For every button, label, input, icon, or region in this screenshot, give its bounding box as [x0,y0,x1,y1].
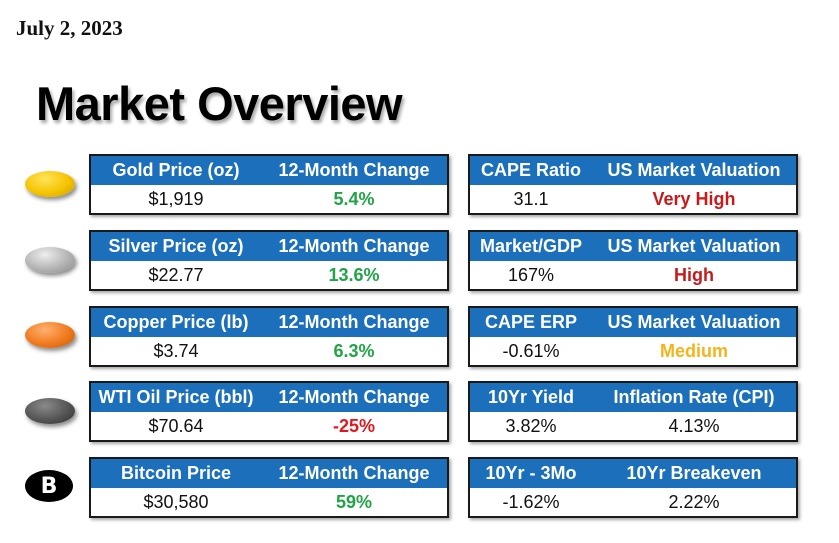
gold-change-value: 5.4% [333,188,375,209]
silver-coin-icon [25,247,75,273]
breakeven-label: 10Yr Breakeven [626,463,762,483]
market-gdp-label: Market/GDP [479,236,583,256]
valuation-label-1: US Market Valuation [607,160,781,180]
cape-erp-panel: CAPE ERP US Market Valuation -0.61% Medi… [468,306,798,367]
valuation-value-3: Medium [659,340,728,361]
silver-price-value: $22.77 [148,264,204,285]
gold-panel: Gold Price (oz) 12-Month Change $1,919 5… [89,154,449,215]
oil-price-value: $70.64 [148,415,204,436]
bitcoin-price-label: Bitcoin Price [120,463,232,483]
bitcoin-symbol: B [40,473,58,499]
yield-spread-label: 10Yr - 3Mo [485,463,577,483]
silver-price-label: Silver Price (oz) [108,236,244,256]
oil-coin-icon [25,398,75,424]
cape-erp-label: CAPE ERP [484,312,578,332]
silver-change-label: 12-Month Change [278,236,430,256]
copper-panel: Copper Price (lb) 12-Month Change $3.74 … [89,306,449,367]
yield-spread-value: -1.62% [502,491,560,512]
bitcoin-icon: B [25,470,73,502]
oil-price-label: WTI Oil Price (bbl) [98,387,254,407]
gold-price-label: Gold Price (oz) [112,160,240,180]
cape-ratio-panel: CAPE Ratio US Market Valuation 31.1 Very… [468,154,798,215]
bitcoin-change-value: 59% [335,491,373,512]
yield-inflation-panel: 10Yr Yield Inflation Rate (CPI) 3.82% 4.… [468,381,798,442]
valuation-value-1: Very High [652,188,736,209]
copper-change-label: 12-Month Change [278,312,430,332]
copper-price-value: $3.74 [153,340,199,361]
valuation-value-2: High [674,264,714,285]
bitcoin-change-label: 12-Month Change [278,463,430,483]
report-date: July 2, 2023 [16,16,123,40]
oil-panel: WTI Oil Price (bbl) 12-Month Change $70.… [89,381,449,442]
ten-year-yield-label: 10Yr Yield [487,387,575,407]
silver-panel: Silver Price (oz) 12-Month Change $22.77… [89,230,449,291]
ten-year-yield-value: 3.82% [505,415,557,436]
copper-price-label: Copper Price (lb) [103,312,249,332]
gold-coin-icon [25,171,75,197]
cape-ratio-value: 31.1 [513,188,549,209]
oil-change-label: 12-Month Change [278,387,430,407]
spread-breakeven-panel: 10Yr - 3Mo 10Yr Breakeven -1.62% 2.22% [468,457,798,518]
page-title: Market Overview [36,77,403,130]
gold-price-value: $1,919 [148,188,204,209]
cape-erp-value: -0.61% [502,340,560,361]
copper-change-value: 6.3% [333,340,375,361]
market-gdp-panel: Market/GDP US Market Valuation 167% High [468,230,798,291]
market-gdp-value: 167% [507,264,555,285]
valuation-label-2: US Market Valuation [607,236,781,256]
silver-change-value: 13.6% [328,264,380,285]
inflation-rate-label: Inflation Rate (CPI) [613,387,775,407]
gold-change-label: 12-Month Change [278,160,430,180]
bitcoin-price-value: $30,580 [143,491,209,512]
valuation-label-3: US Market Valuation [607,312,781,332]
breakeven-value: 2.22% [668,491,720,512]
oil-change-value: -25% [332,415,376,436]
cape-ratio-label: CAPE Ratio [480,160,581,180]
inflation-rate-value: 4.13% [668,415,720,436]
bitcoin-panel: Bitcoin Price 12-Month Change $30,580 59… [89,457,449,518]
copper-coin-icon [25,322,75,348]
